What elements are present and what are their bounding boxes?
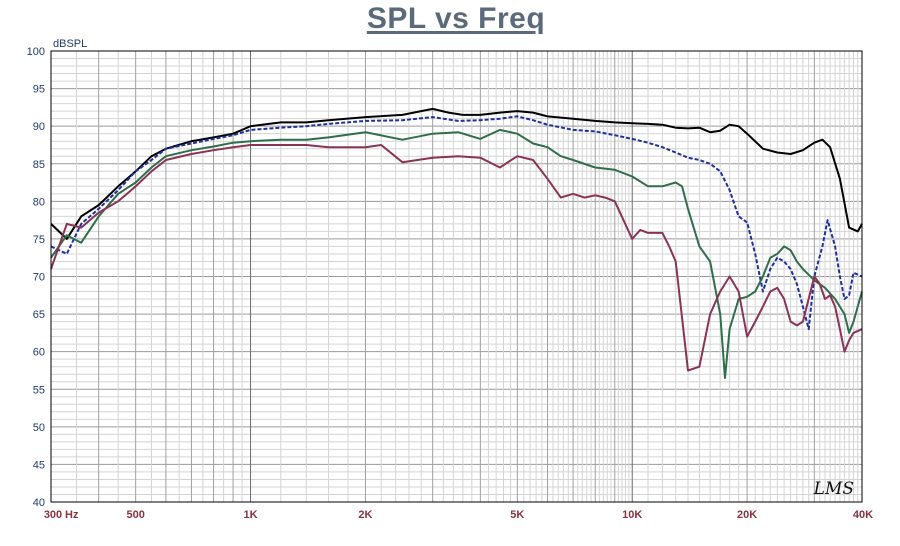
x-tick-label: 2K [358,509,372,521]
y-tick-label: 75 [33,234,45,246]
series-line-4 [50,144,863,372]
y-tick-label: 95 [33,84,45,96]
y-tick-label: 90 [33,121,45,133]
y-tick-label: 70 [33,272,45,284]
x-axis-unit: Hz [65,509,79,521]
lms-watermark: LMS [813,479,854,499]
y-tick-label: 50 [33,422,45,434]
y-tick-label: 60 [33,347,45,359]
y-tick-label: 55 [33,384,45,396]
y-tick-label: 85 [33,159,45,171]
chart-title: SPL vs Freq [366,2,546,35]
series-line-1 [50,107,863,240]
x-tick-label: 40K [853,509,873,521]
y-tick-label: 40 [33,497,45,509]
series-line-2 [50,115,863,331]
x-axis-ticks: 300 500 1K 2K 5K 10K 20K 40K [44,509,873,521]
plot-frame [50,50,863,503]
x-tick-label: 1K [244,509,258,521]
x-tick-label: 20K [737,509,757,521]
y-tick-label: 80 [33,196,45,208]
x-tick-label: 10K [622,509,642,521]
series-line-3 [50,128,863,379]
y-tick-label: 100 [27,46,45,58]
y-axis-label: dBSPL [53,38,87,50]
x-tick-label: 500 [126,509,144,521]
x-tick-label: 300 [44,509,62,521]
x-tick-label: 5K [510,509,524,521]
y-tick-label: 45 [33,459,45,471]
y-axis-ticks: 100 95 90 85 80 75 70 65 60 55 50 45 40 [27,46,45,509]
y-tick-label: 65 [33,309,45,321]
grid [50,50,863,503]
series-lines [50,107,863,379]
